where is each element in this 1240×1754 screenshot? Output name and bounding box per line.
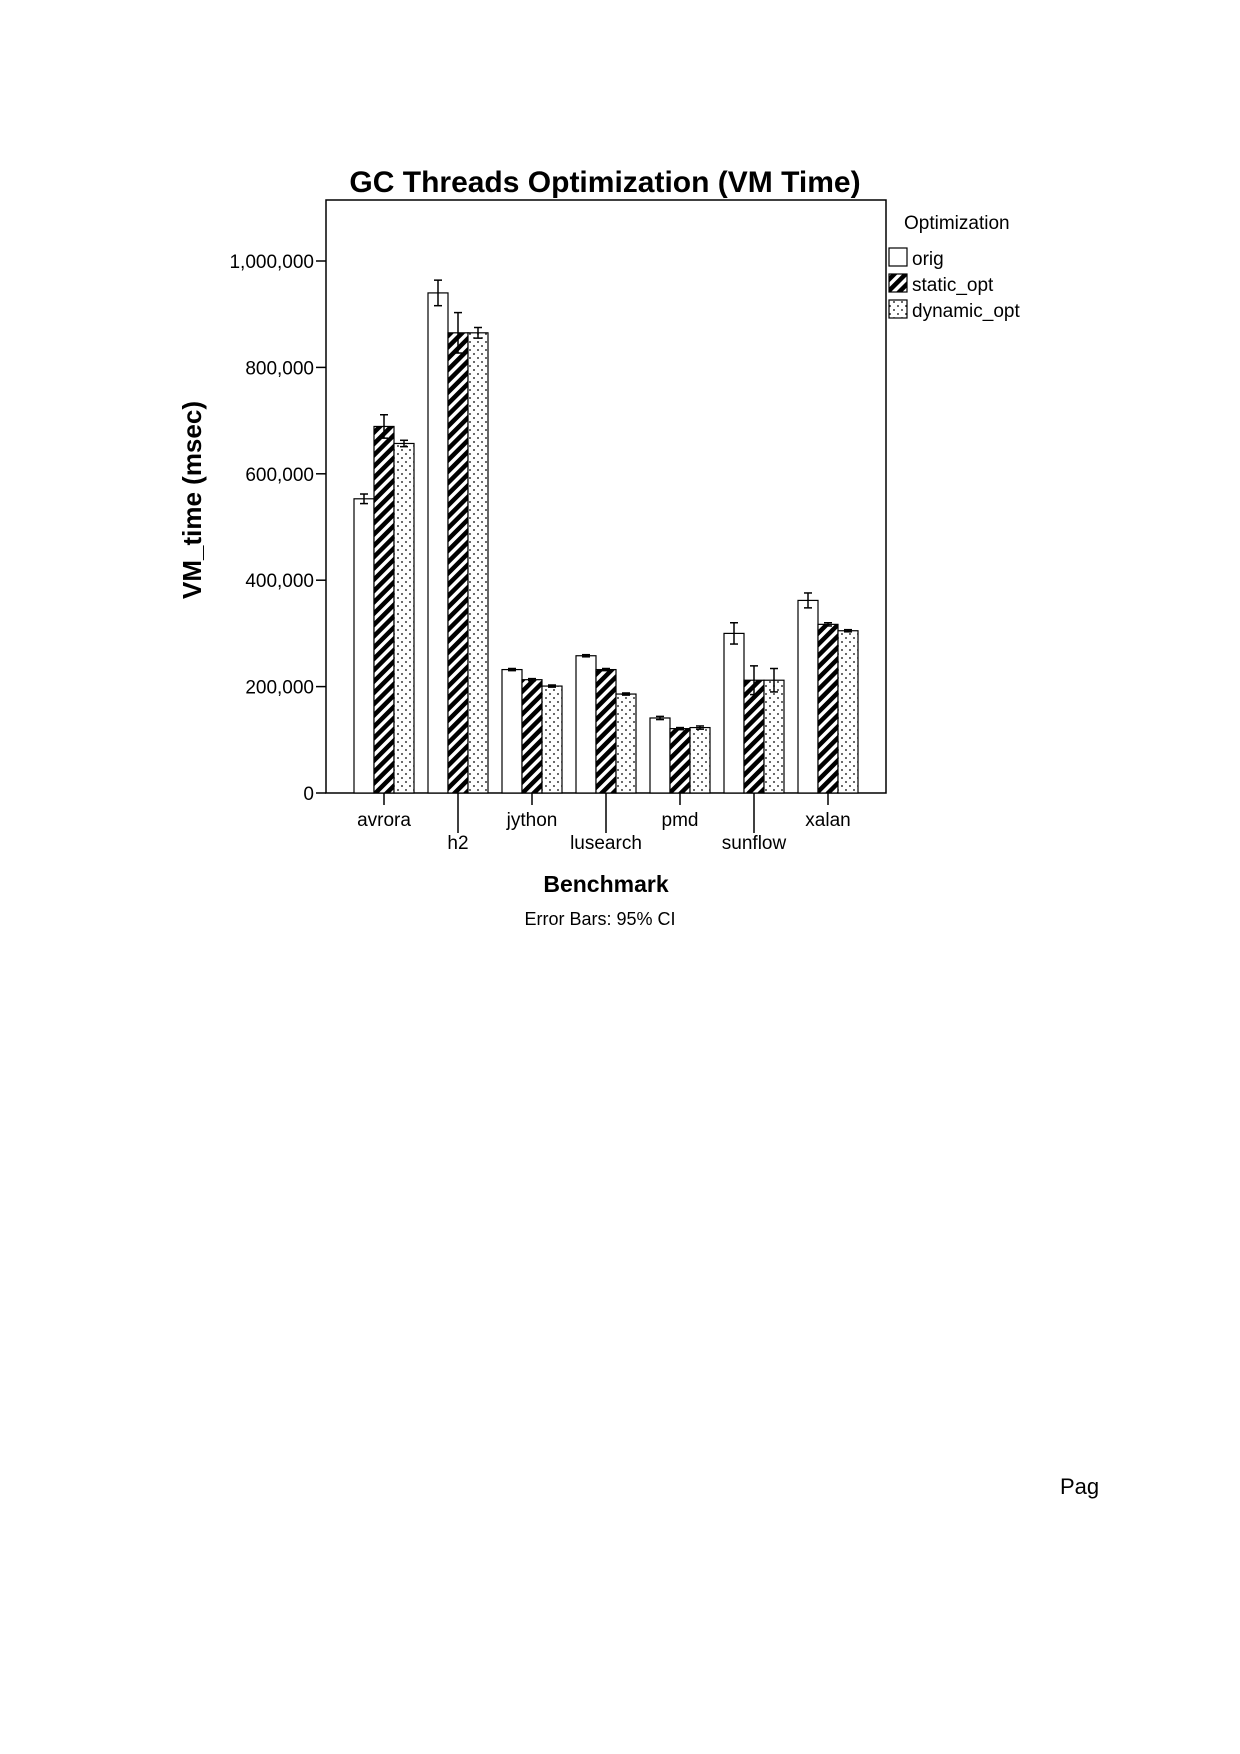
bar-xalan-static_opt xyxy=(817,623,839,794)
y-axis-label: VM_time (msec) xyxy=(177,401,207,599)
legend: Optimization orig static_opt dynamic_opt xyxy=(888,213,1020,322)
legend-label-static_opt: static_opt xyxy=(912,275,994,296)
bar-avrora-dynamic_opt xyxy=(393,442,415,794)
x-tick-label-lusearch: lusearch xyxy=(570,833,642,854)
chart-title: GC Threads Optimization (VM Time) xyxy=(349,166,860,199)
legend-swatch-dynamic_opt xyxy=(888,299,908,319)
bar-sunflow-static_opt xyxy=(743,679,765,794)
bar-avrora-orig xyxy=(353,498,375,794)
bar-avrora-static_opt xyxy=(373,425,395,794)
bar-lusearch-orig xyxy=(575,655,597,794)
bar-lusearch-dynamic_opt xyxy=(615,693,637,794)
x-tick-label-jython: jython xyxy=(506,810,558,831)
page-number-fragment: Pag xyxy=(1060,1474,1098,1499)
bar-jython-orig xyxy=(501,668,523,794)
error-bars-note: Error Bars: 95% CI xyxy=(524,909,675,929)
x-tick-label-sunflow: sunflow xyxy=(722,833,787,854)
bar-sunflow-orig xyxy=(723,632,745,794)
x-axis-label: Benchmark xyxy=(543,871,668,897)
bar-h2-orig xyxy=(427,292,449,794)
legend-swatch-static_opt xyxy=(888,273,908,293)
bar-jython-static_opt xyxy=(521,679,543,794)
y-tick-label: 200,000 xyxy=(245,678,314,699)
legend-label-orig: orig xyxy=(912,249,944,270)
bar-xalan-orig xyxy=(797,599,819,794)
bar-pmd-static_opt xyxy=(669,728,691,794)
y-tick-label: 800,000 xyxy=(245,358,314,379)
x-tick-label-avrora: avrora xyxy=(357,810,411,831)
bar-pmd-dynamic_opt xyxy=(689,726,711,794)
legend-swatch-orig xyxy=(888,247,908,267)
bars xyxy=(353,279,859,794)
x-tick-label-pmd: pmd xyxy=(662,810,699,831)
x-tick-label-xalan: xalan xyxy=(805,810,850,831)
bar-sunflow-dynamic_opt xyxy=(763,679,785,794)
legend-label-dynamic_opt: dynamic_opt xyxy=(912,301,1020,322)
x-tick-label-h2: h2 xyxy=(447,833,468,854)
bar-xalan-dynamic_opt xyxy=(837,630,859,794)
bar-h2-static_opt xyxy=(447,332,469,794)
bar-lusearch-static_opt xyxy=(595,668,617,794)
y-tick-label: 600,000 xyxy=(245,465,314,486)
bar-jython-dynamic_opt xyxy=(541,685,563,794)
x-axis: avrora h2 jython lusearch pmd sunflow xalan xyxy=(357,793,851,854)
legend-title: Optimization xyxy=(904,213,1010,234)
bar-h2-dynamic_opt xyxy=(467,332,489,794)
y-tick-label: 400,000 xyxy=(245,571,314,592)
bar-pmd-orig xyxy=(649,717,671,794)
y-tick-label: 0 xyxy=(303,784,314,805)
y-tick-label: 1,000,000 xyxy=(229,252,314,273)
y-axis: 0 200,000 400,000 600,000 800,000 1,000,000 xyxy=(229,252,326,805)
